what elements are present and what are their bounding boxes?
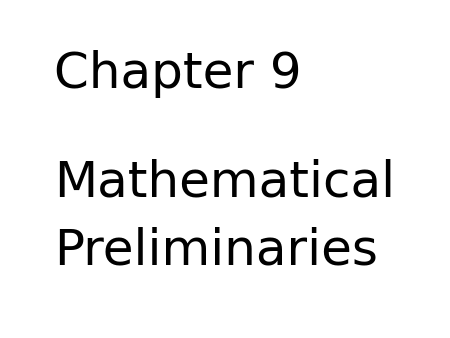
Text: Mathematical: Mathematical xyxy=(54,159,395,207)
Text: Chapter 9: Chapter 9 xyxy=(54,50,302,98)
Text: Preliminaries: Preliminaries xyxy=(54,226,378,274)
